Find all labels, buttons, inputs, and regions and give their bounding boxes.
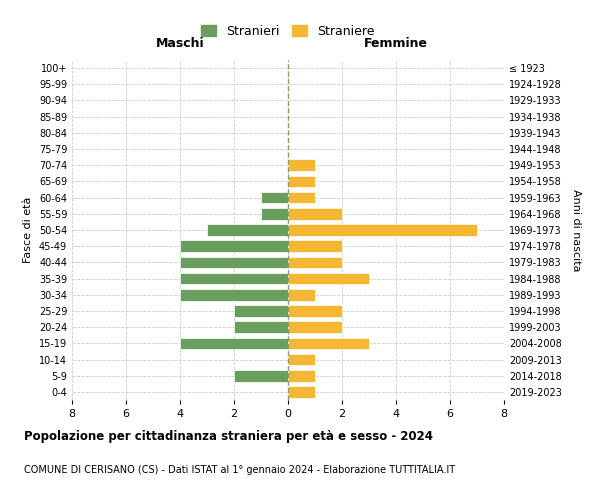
Bar <box>234 305 288 317</box>
Bar <box>288 192 315 203</box>
Y-axis label: Fasce di età: Fasce di età <box>23 197 33 263</box>
Bar <box>288 272 369 284</box>
Text: COMUNE DI CERISANO (CS) - Dati ISTAT al 1° gennaio 2024 - Elaborazione TUTTITALI: COMUNE DI CERISANO (CS) - Dati ISTAT al … <box>24 465 455 475</box>
Legend: Stranieri, Straniere: Stranieri, Straniere <box>197 21 379 42</box>
Bar <box>288 370 315 382</box>
Bar <box>180 338 288 349</box>
Bar <box>288 386 315 398</box>
Bar <box>261 192 288 203</box>
Bar <box>288 176 315 188</box>
Bar <box>288 322 342 333</box>
Bar <box>288 289 315 300</box>
Bar <box>288 338 369 349</box>
Bar <box>180 289 288 300</box>
Bar <box>288 208 342 220</box>
Bar <box>288 305 342 317</box>
Bar <box>288 224 477 236</box>
Text: Popolazione per cittadinanza straniera per età e sesso - 2024: Popolazione per cittadinanza straniera p… <box>24 430 433 443</box>
Text: Maschi: Maschi <box>155 38 205 51</box>
Bar <box>180 272 288 284</box>
Bar <box>180 256 288 268</box>
Text: Femmine: Femmine <box>364 38 428 51</box>
Bar <box>288 354 315 366</box>
Y-axis label: Anni di nascita: Anni di nascita <box>571 188 581 271</box>
Bar <box>288 256 342 268</box>
Bar <box>234 370 288 382</box>
Bar <box>180 240 288 252</box>
Bar <box>288 160 315 171</box>
Bar <box>288 240 342 252</box>
Bar <box>207 224 288 236</box>
Bar <box>261 208 288 220</box>
Bar <box>234 322 288 333</box>
